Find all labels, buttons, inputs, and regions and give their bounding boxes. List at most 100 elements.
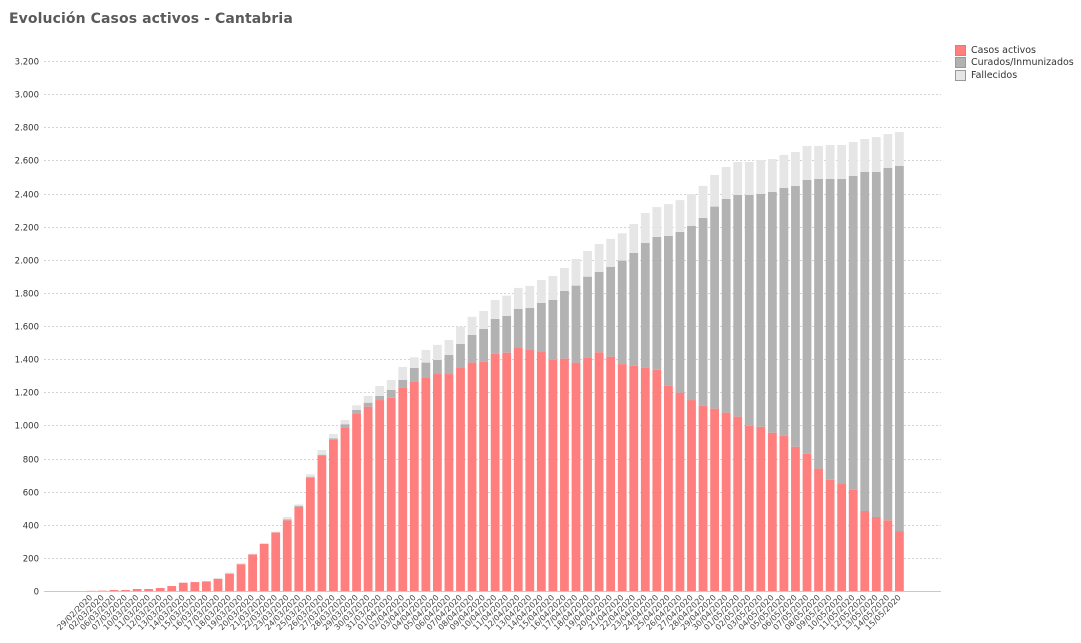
bar-fallecidos — [883, 134, 893, 168]
bar-casos-activos — [236, 564, 246, 591]
bar-curados — [490, 318, 500, 354]
bar-fallecidos — [294, 504, 304, 506]
bar-fallecidos — [433, 344, 442, 360]
bar-curados — [560, 290, 569, 359]
y-tick-label: 400 — [23, 522, 39, 532]
bar-fallecidos — [733, 162, 743, 195]
bar-fallecidos — [352, 405, 361, 410]
bar-curados — [305, 476, 315, 478]
bar-curados — [895, 166, 904, 532]
bar-fallecidos — [791, 151, 800, 186]
bar-casos-activos — [375, 400, 385, 591]
bar-curados — [444, 354, 454, 375]
bar-casos-activos — [698, 405, 708, 591]
bar-casos-activos — [282, 520, 292, 591]
bar-fallecidos — [640, 213, 650, 244]
bar-fallecidos — [560, 268, 569, 291]
bar-casos-activos — [144, 589, 154, 591]
bar-fallecidos — [386, 379, 396, 390]
bar-casos-activos — [791, 446, 800, 591]
bar-curados — [848, 175, 858, 490]
bar-curados — [744, 194, 754, 426]
bar-curados — [525, 307, 535, 351]
bar-curados — [594, 272, 604, 353]
bar-fallecidos — [687, 193, 696, 226]
y-tick-label: 1.400 — [15, 356, 39, 366]
bar-casos-activos — [109, 590, 119, 591]
bar-casos-activos — [837, 484, 847, 591]
bar-curados — [479, 328, 488, 362]
bar-casos-activos — [687, 400, 696, 591]
y-tick-label: 800 — [23, 456, 39, 466]
bar-casos-activos — [536, 352, 546, 591]
bar-fallecidos — [421, 350, 431, 363]
bar-fallecidos — [317, 450, 327, 455]
bar-fallecidos — [409, 357, 419, 368]
bar-fallecidos — [502, 295, 512, 316]
bar-casos-activos — [652, 369, 662, 591]
bar-curados — [791, 185, 800, 447]
bar-curados — [375, 395, 385, 401]
bar-curados — [733, 194, 743, 417]
bar-casos-activos — [710, 408, 719, 591]
bar-fallecidos — [282, 516, 292, 520]
bar-casos-activos — [456, 367, 465, 591]
bar-curados — [502, 315, 512, 353]
bar-curados — [433, 359, 442, 375]
bar-fallecidos — [525, 285, 535, 308]
bar-casos-activos — [248, 554, 257, 591]
legend-item-casos-activos: Casos activos — [955, 44, 1074, 57]
bar-curados — [282, 519, 292, 521]
y-tick-label: 2.200 — [15, 224, 39, 234]
bar-casos-activos — [467, 362, 477, 591]
bar-casos-activos — [860, 511, 870, 591]
bar-casos-activos — [271, 532, 281, 591]
bar-curados — [617, 260, 627, 365]
y-tick-label: 3.000 — [15, 91, 39, 101]
bar-casos-activos — [895, 531, 904, 591]
legend-swatch — [955, 57, 966, 69]
legend-item-curados: Curados/Inmunizados — [955, 57, 1074, 70]
legend-swatch — [955, 69, 966, 81]
y-tick-label: 0 — [34, 588, 39, 598]
bar-fallecidos — [340, 419, 350, 425]
bar-fallecidos — [594, 244, 604, 273]
bar-casos-activos — [721, 412, 731, 591]
bar-fallecidos — [698, 185, 708, 219]
bar-fallecidos — [467, 316, 477, 335]
bar-fallecidos — [583, 250, 592, 277]
bar-fallecidos — [848, 141, 858, 176]
bar-curados — [767, 192, 777, 433]
bar-fallecidos — [802, 145, 812, 180]
bar-fallecidos — [721, 167, 731, 199]
bar-curados — [548, 299, 558, 360]
legend-label: Fallecidos — [971, 69, 1018, 81]
y-tick-label: 2.400 — [15, 191, 39, 201]
bar-fallecidos — [675, 200, 685, 232]
bar-curados — [340, 424, 350, 428]
bar-casos-activos — [583, 357, 592, 591]
bar-casos-activos — [733, 416, 743, 591]
bar-casos-activos — [421, 378, 431, 591]
bar-casos-activos — [398, 387, 408, 591]
legend-swatch — [955, 44, 966, 56]
bar-casos-activos — [606, 356, 616, 591]
y-tick-label: 1.600 — [15, 323, 39, 333]
bar-curados — [710, 206, 719, 409]
bar-casos-activos — [779, 435, 789, 591]
chart-title: Evolución Casos activos - Cantabria — [9, 11, 293, 27]
bar-casos-activos — [525, 350, 535, 591]
bar-casos-activos — [190, 582, 200, 591]
bar-curados — [860, 171, 870, 512]
y-tick-label: 200 — [23, 555, 39, 565]
bar-casos-activos — [259, 543, 269, 591]
y-tick-label: 1.800 — [15, 290, 39, 300]
bar-fallecidos — [536, 279, 546, 303]
bar-curados — [629, 252, 639, 366]
bar-casos-activos — [617, 364, 627, 591]
bar-casos-activos — [132, 589, 142, 591]
bar-curados — [814, 178, 823, 469]
bar-casos-activos — [490, 353, 500, 591]
bar-casos-activos — [167, 586, 177, 591]
